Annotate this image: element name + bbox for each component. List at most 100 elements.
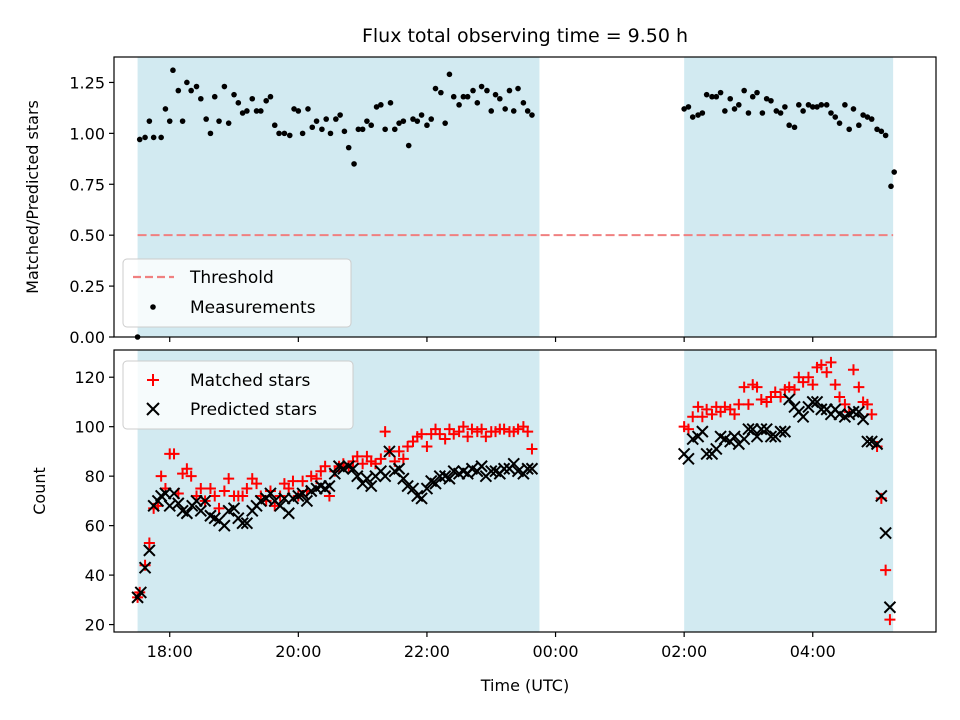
measurement-point [355, 126, 362, 133]
measurement-point [231, 91, 237, 98]
observing-window-span [684, 350, 894, 632]
matched-star-point [847, 364, 859, 376]
matched-star-point [880, 564, 892, 576]
matched-star-point [375, 453, 387, 465]
predicted-stars-series [131, 393, 897, 614]
predicted-star-point [861, 435, 874, 448]
matched-legend-swatch [147, 374, 159, 386]
matched-star-point [861, 398, 873, 410]
measurement-point [800, 108, 806, 114]
predicted-star-point [378, 469, 392, 483]
matched-star-point [143, 537, 155, 549]
measurement-point [263, 97, 269, 104]
measurement-point [731, 106, 738, 112]
observing-window-span [684, 57, 894, 337]
legend-top: Threshold Measurements [122, 258, 352, 328]
matched-star-point [369, 458, 381, 470]
measurement-point [150, 134, 157, 141]
measurement-point [378, 102, 384, 108]
measurement-point [450, 93, 457, 100]
measurement-point [258, 108, 264, 114]
matched-star-point [251, 478, 263, 490]
measurement-point [759, 110, 766, 116]
measurement-point [689, 114, 696, 120]
measurement-point [470, 87, 476, 94]
measurement-point [717, 89, 724, 96]
measurement-point [368, 122, 375, 129]
measurement-point [768, 97, 774, 104]
measurement-point [351, 161, 357, 167]
matched-star-point [351, 450, 363, 462]
predicted-star-point [497, 462, 511, 475]
matched-star-point [185, 470, 197, 482]
measurement-point [842, 102, 848, 108]
predicted-legend-swatch [146, 402, 160, 416]
matched-star-point [522, 426, 534, 438]
measurement-point [438, 89, 444, 96]
measurement-point [188, 87, 194, 94]
y-tick-label: 0.50 [69, 226, 105, 245]
predicted-star-point [879, 526, 892, 540]
x-axis-label: Time (UTC) [480, 676, 569, 695]
predicted-star-point [485, 465, 498, 478]
predicted-star-point [856, 413, 870, 426]
y-axis-ticks: 0.00 0.25 0.50 0.75 1.00 1.25 [69, 73, 114, 347]
measurement-point [864, 114, 871, 120]
measurement-point [179, 118, 186, 124]
measurement-point [782, 104, 788, 110]
predicted-star-point [328, 467, 341, 480]
predicted-star-point [475, 460, 488, 473]
measurement-point [878, 128, 885, 135]
matched-star-point [751, 381, 763, 393]
measurement-point [319, 126, 325, 133]
predicted-star-point [764, 430, 778, 443]
predicted-star-point [847, 405, 860, 419]
measurement-point [524, 108, 531, 114]
bottom-plot-frame [113, 349, 937, 633]
matched-star-point [783, 381, 795, 393]
measurement-point [391, 126, 398, 133]
measurement-point [736, 102, 742, 108]
measurement-point [474, 100, 481, 106]
predicted-star-point [264, 487, 277, 500]
measurement-point [267, 93, 274, 100]
matched-star-point [168, 448, 180, 460]
measurement-point [211, 93, 218, 100]
measurement-point [235, 100, 242, 106]
measurement-point [221, 83, 228, 90]
y-tick-label: 20 [85, 616, 105, 635]
matched-star-point [462, 431, 474, 443]
predicted-star-point [383, 445, 396, 458]
measurement-point [882, 132, 889, 139]
legend-bottom: Matched stars Predicted stars [122, 360, 354, 430]
matched-star-point [719, 401, 731, 413]
measurement-point [681, 106, 687, 112]
measurement-point [763, 95, 770, 102]
measurement-point [271, 122, 278, 129]
measurement-point [364, 118, 370, 124]
measurement-point [850, 106, 857, 112]
predicted-star-point [682, 452, 695, 466]
measurement-point [323, 116, 329, 122]
measurements-series [134, 67, 898, 340]
measurement-point [773, 108, 780, 114]
matched-star-point [297, 475, 309, 487]
predicted-star-point [180, 507, 194, 520]
legend-box [122, 360, 354, 430]
predicted-star-point [134, 586, 148, 599]
measurement-point [828, 110, 834, 116]
matched-star-point [526, 443, 538, 455]
measurement-point [860, 112, 866, 118]
matched-star-point [498, 423, 510, 435]
y-tick-label: 0.25 [69, 277, 105, 296]
x-axis-ticks: 18:00 20:00 22:00 00:00 02:00 04:00 [147, 632, 836, 661]
matched-star-point [319, 460, 331, 472]
matched-star-point [738, 381, 750, 393]
measurement-point [158, 134, 164, 141]
chart-title: Flux total observing time = 9.50 h [362, 25, 688, 47]
matched-star-point [305, 470, 317, 482]
matched-star-point [155, 470, 167, 482]
predicted-star-point [796, 410, 810, 423]
y-tick-label: 100 [74, 418, 105, 437]
measurement-point [823, 102, 830, 108]
